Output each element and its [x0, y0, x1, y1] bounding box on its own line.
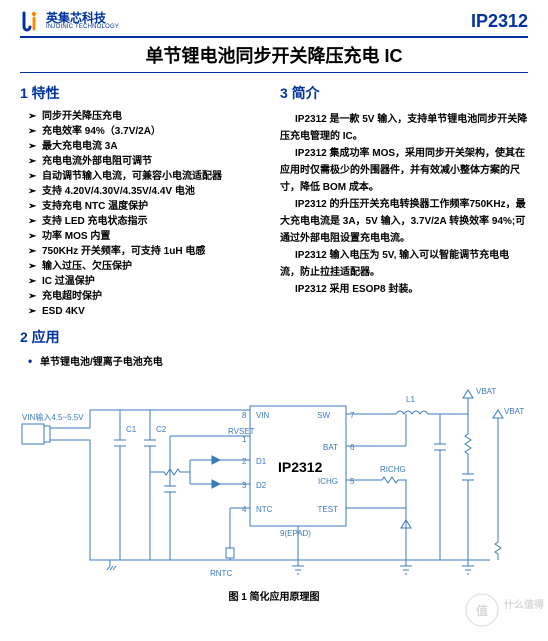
svg-text:9(EPAD): 9(EPAD) — [280, 529, 311, 538]
svg-text:8: 8 — [242, 411, 247, 420]
section-intro-head: 3 简介 — [280, 83, 528, 103]
page-title: 单节锂电池同步开关降压充电 IC — [20, 40, 528, 72]
schematic-c2: C2 — [156, 425, 167, 434]
application-item: 单节锂电池/锂离子电池充电 — [28, 353, 268, 368]
svg-text:4: 4 — [242, 505, 247, 514]
feature-item: 充电超时保护 — [42, 289, 268, 304]
svg-text:什么值得买: 什么值得买 — [504, 598, 544, 611]
schematic-vbat1: VBAT — [476, 387, 496, 396]
divider-under-title — [20, 72, 528, 73]
svg-text:D2: D2 — [256, 481, 267, 490]
svg-text:D1: D1 — [256, 457, 267, 466]
schematic-rntc: RNTC — [210, 569, 232, 578]
svg-text:SW: SW — [317, 411, 330, 420]
svg-text:BAT: BAT — [323, 443, 338, 452]
divider-top — [20, 36, 528, 38]
feature-item: 支持 LED 充电状态指示 — [42, 214, 268, 229]
features-list: 同步开关降压充电充电效率 94%（3.7V/2A）最大充电电流 3A充电电流外部… — [20, 109, 268, 319]
svg-text:1: 1 — [242, 435, 247, 444]
feature-item: 支持充电 NTC 温度保护 — [42, 199, 268, 214]
feature-item: 同步开关降压充电 — [42, 109, 268, 124]
feature-item: 功率 MOS 内置 — [42, 229, 268, 244]
brand-name-en: INJOINIC TECHNOLOGY — [46, 24, 119, 30]
svg-text:7: 7 — [350, 411, 355, 420]
svg-text:6: 6 — [350, 443, 355, 452]
intro-paragraph: IP2312 输入电压为 5V, 输入可以智能调节充电电流，防止拉挂适配器。 — [280, 247, 528, 281]
feature-item: ESD 4KV — [42, 304, 268, 319]
intro-paragraph: IP2312 的升压开关充电转换器工作频率750KHz，最大充电电流是 3A，5… — [280, 196, 528, 247]
intro-paragraph: IP2312 集成功率 MOS，采用同步开关架构，使其在应用时仅需极少的外围器件… — [280, 145, 528, 196]
feature-item: IC 过温保护 — [42, 274, 268, 289]
feature-item: 最大充电电流 3A — [42, 139, 268, 154]
intro-paragraph: IP2312 是一款 5V 输入，支持单节锂电池同步开关降压充电管理的 IC。 — [280, 111, 528, 145]
schematic-l1: L1 — [406, 395, 415, 404]
intro-text: IP2312 是一款 5V 输入，支持单节锂电池同步开关降压充电管理的 IC。I… — [280, 109, 528, 298]
figure-caption: 图 1 简化应用原理图 — [20, 588, 528, 603]
svg-text:2: 2 — [242, 457, 247, 466]
feature-item: 充电电流外部电阻可调节 — [42, 154, 268, 169]
brand-logo: 英集芯科技 INJOINIC TECHNOLOGY — [20, 10, 119, 32]
brand-name-cn: 英集芯科技 — [46, 12, 119, 24]
svg-text:ICHG: ICHG — [318, 477, 338, 486]
feature-item: 自动调节输入电流，可兼容小电流适配器 — [42, 169, 268, 184]
feature-item: 输入过压、欠压保护 — [42, 259, 268, 274]
svg-text:3: 3 — [242, 481, 247, 490]
schematic-vbat2: VBAT — [504, 407, 524, 416]
svg-text:值: 值 — [476, 603, 488, 618]
schematic-c1: C1 — [126, 425, 137, 434]
feature-item: 支持 4.20V/4.30V/4.35V/4.4V 电池 — [42, 184, 268, 199]
part-number: IP2312 — [471, 11, 528, 32]
feature-item: 充电效率 94%（3.7V/2A） — [42, 124, 268, 139]
schematic-chip-label: IP2312 — [278, 459, 323, 475]
logo-icon — [20, 10, 42, 32]
svg-text:NTC: NTC — [256, 505, 273, 514]
schematic-figure: VIN输入4.5~5.5V C1 C2 IP2312 VIN8 RVSET1 D… — [20, 376, 528, 586]
svg-text:VIN: VIN — [256, 411, 270, 420]
section-applications-head: 2 应用 — [20, 327, 268, 347]
schematic-richg: RICHG — [380, 465, 406, 474]
svg-text:TEST: TEST — [318, 505, 339, 514]
watermark: 值 什么值得买 — [464, 588, 544, 637]
header-row: 英集芯科技 INJOINIC TECHNOLOGY IP2312 — [20, 10, 528, 32]
applications-list: 单节锂电池/锂离子电池充电 — [20, 353, 268, 368]
intro-paragraph: IP2312 采用 ESOP8 封装。 — [280, 281, 528, 298]
svg-text:5: 5 — [350, 477, 355, 486]
schematic-vin-label: VIN输入4.5~5.5V — [22, 412, 84, 422]
feature-item: 750KHz 开关频率，可支持 1uH 电感 — [42, 244, 268, 259]
section-features-head: 1 特性 — [20, 83, 268, 103]
